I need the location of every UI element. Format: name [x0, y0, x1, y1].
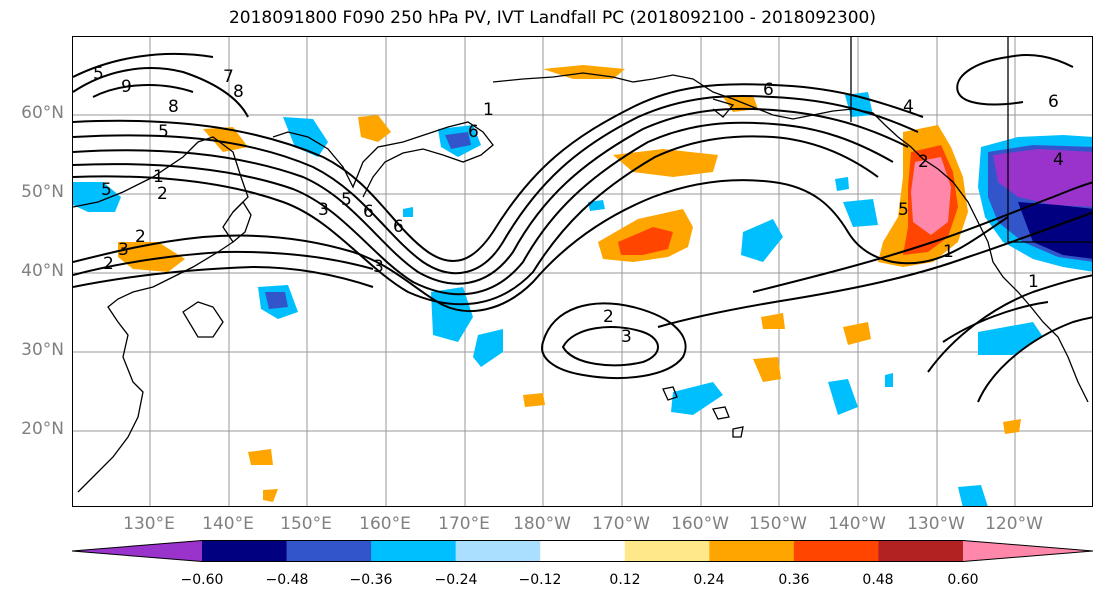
contour-label: 8 [233, 82, 244, 102]
colorbar-extend-high [963, 540, 1093, 562]
positive-anomaly-gulf-alaska-pink [911, 157, 951, 235]
lon-label-130e: 130°E [123, 514, 175, 534]
colorbar-segment [371, 540, 457, 562]
pv-contours [73, 52, 1092, 403]
contour-label: 2 [918, 152, 929, 172]
graticule [73, 37, 1092, 506]
contour-label: 5 [341, 190, 352, 210]
colorbar-segment [878, 540, 964, 562]
blue-core-2 [265, 292, 288, 309]
colorbar-tick: −0.12 [518, 572, 562, 588]
contour-label: 1 [943, 242, 954, 262]
contour-label: 2 [603, 307, 614, 327]
map-canvas: 9 8 7 5 5 1 2 3 5 6 1 6 3 2 6 5 3 2 3 2 … [73, 37, 1092, 506]
contour-label: 2 [103, 254, 114, 274]
contour-label: 3 [621, 327, 632, 347]
colorbar-segment [202, 540, 288, 562]
lon-label-140w: 140°W [828, 514, 886, 534]
contour-label: 3 [318, 200, 329, 220]
map-panel: 9 8 7 5 5 1 2 3 5 6 1 6 3 2 6 5 3 2 3 2 … [72, 36, 1093, 507]
colorbar-segment [624, 540, 710, 562]
colorbar [72, 540, 1093, 562]
lat-label-60n: 60°N [21, 103, 64, 123]
blue-core-1 [445, 132, 471, 149]
lon-label-120w: 120°W [985, 514, 1043, 534]
colorbar-tick: −0.36 [349, 572, 393, 588]
contour-label: 5 [93, 64, 104, 84]
colorbar-segment [709, 540, 795, 562]
contour-label: 6 [468, 122, 479, 142]
contour-label: 9 [121, 77, 132, 97]
contour-label: 1 [1028, 272, 1039, 292]
lon-label-150w: 150°W [749, 514, 807, 534]
contour-label: 6 [363, 202, 374, 222]
colorbar-tick: 0.60 [947, 572, 979, 588]
contour-label: 3 [373, 257, 384, 277]
colorbar-segment [455, 540, 541, 562]
positive-anomaly-north-pacific [613, 149, 718, 177]
lon-label-160e: 160°E [359, 514, 411, 534]
colorbar-tick: 0.48 [862, 572, 894, 588]
contour-label: 8 [168, 97, 179, 117]
positive-anomaly-central-pacific-red [618, 227, 673, 255]
colorbar-segment [793, 540, 879, 562]
contour-label: 5 [898, 200, 909, 220]
lon-label-170e: 170°E [438, 514, 490, 534]
lon-label-150e: 150°E [280, 514, 332, 534]
colorbar-tick: −0.48 [265, 572, 309, 588]
colorbar-tick: 0.36 [778, 572, 810, 588]
colorbar-tick: 0.12 [609, 572, 641, 588]
contour-labels: 9 8 7 5 5 1 2 3 5 6 1 6 3 2 6 5 3 2 3 2 … [93, 64, 1064, 347]
colorbar-tick: −0.60 [180, 572, 224, 588]
colorbar-tick: −0.24 [434, 572, 478, 588]
lat-label-40n: 40°N [21, 261, 64, 281]
lon-label-140e: 140°E [202, 514, 254, 534]
colorbar-segment [286, 540, 372, 562]
map-title: 2018091800 F090 250 hPa PV, IVT Landfall… [228, 8, 876, 28]
contour-label: 3 [118, 240, 129, 260]
contour-label: 4 [1053, 150, 1064, 170]
lat-label-50n: 50°N [21, 182, 64, 202]
contour-label: 6 [763, 80, 774, 100]
contour-label: 5 [158, 122, 169, 142]
contour-label: 6 [1048, 92, 1059, 112]
contour-label: 5 [101, 180, 112, 200]
lat-label-30n: 30°N [21, 340, 64, 360]
contour-label: 1 [153, 167, 164, 187]
contour-label: 7 [223, 67, 234, 87]
lat-label-20n: 20°N [21, 419, 64, 439]
lon-label-170w: 170°W [592, 514, 650, 534]
lon-label-130w: 130°W [907, 514, 965, 534]
contour-label: 1 [483, 100, 494, 120]
pv-anomaly-fills [73, 65, 1092, 506]
contour-label: 4 [903, 97, 914, 117]
colorbar-tick: 0.24 [693, 572, 725, 588]
contour-label: 2 [157, 184, 168, 204]
lon-label-180w: 180°W [513, 514, 571, 534]
lon-label-160w: 160°W [671, 514, 729, 534]
contour-label: 2 [135, 227, 146, 247]
colorbar-segment [540, 540, 626, 562]
coastlines [73, 37, 1092, 493]
navy-core [1018, 202, 1092, 259]
colorbar-extend-low [72, 540, 202, 562]
contour-label: 6 [393, 217, 404, 237]
